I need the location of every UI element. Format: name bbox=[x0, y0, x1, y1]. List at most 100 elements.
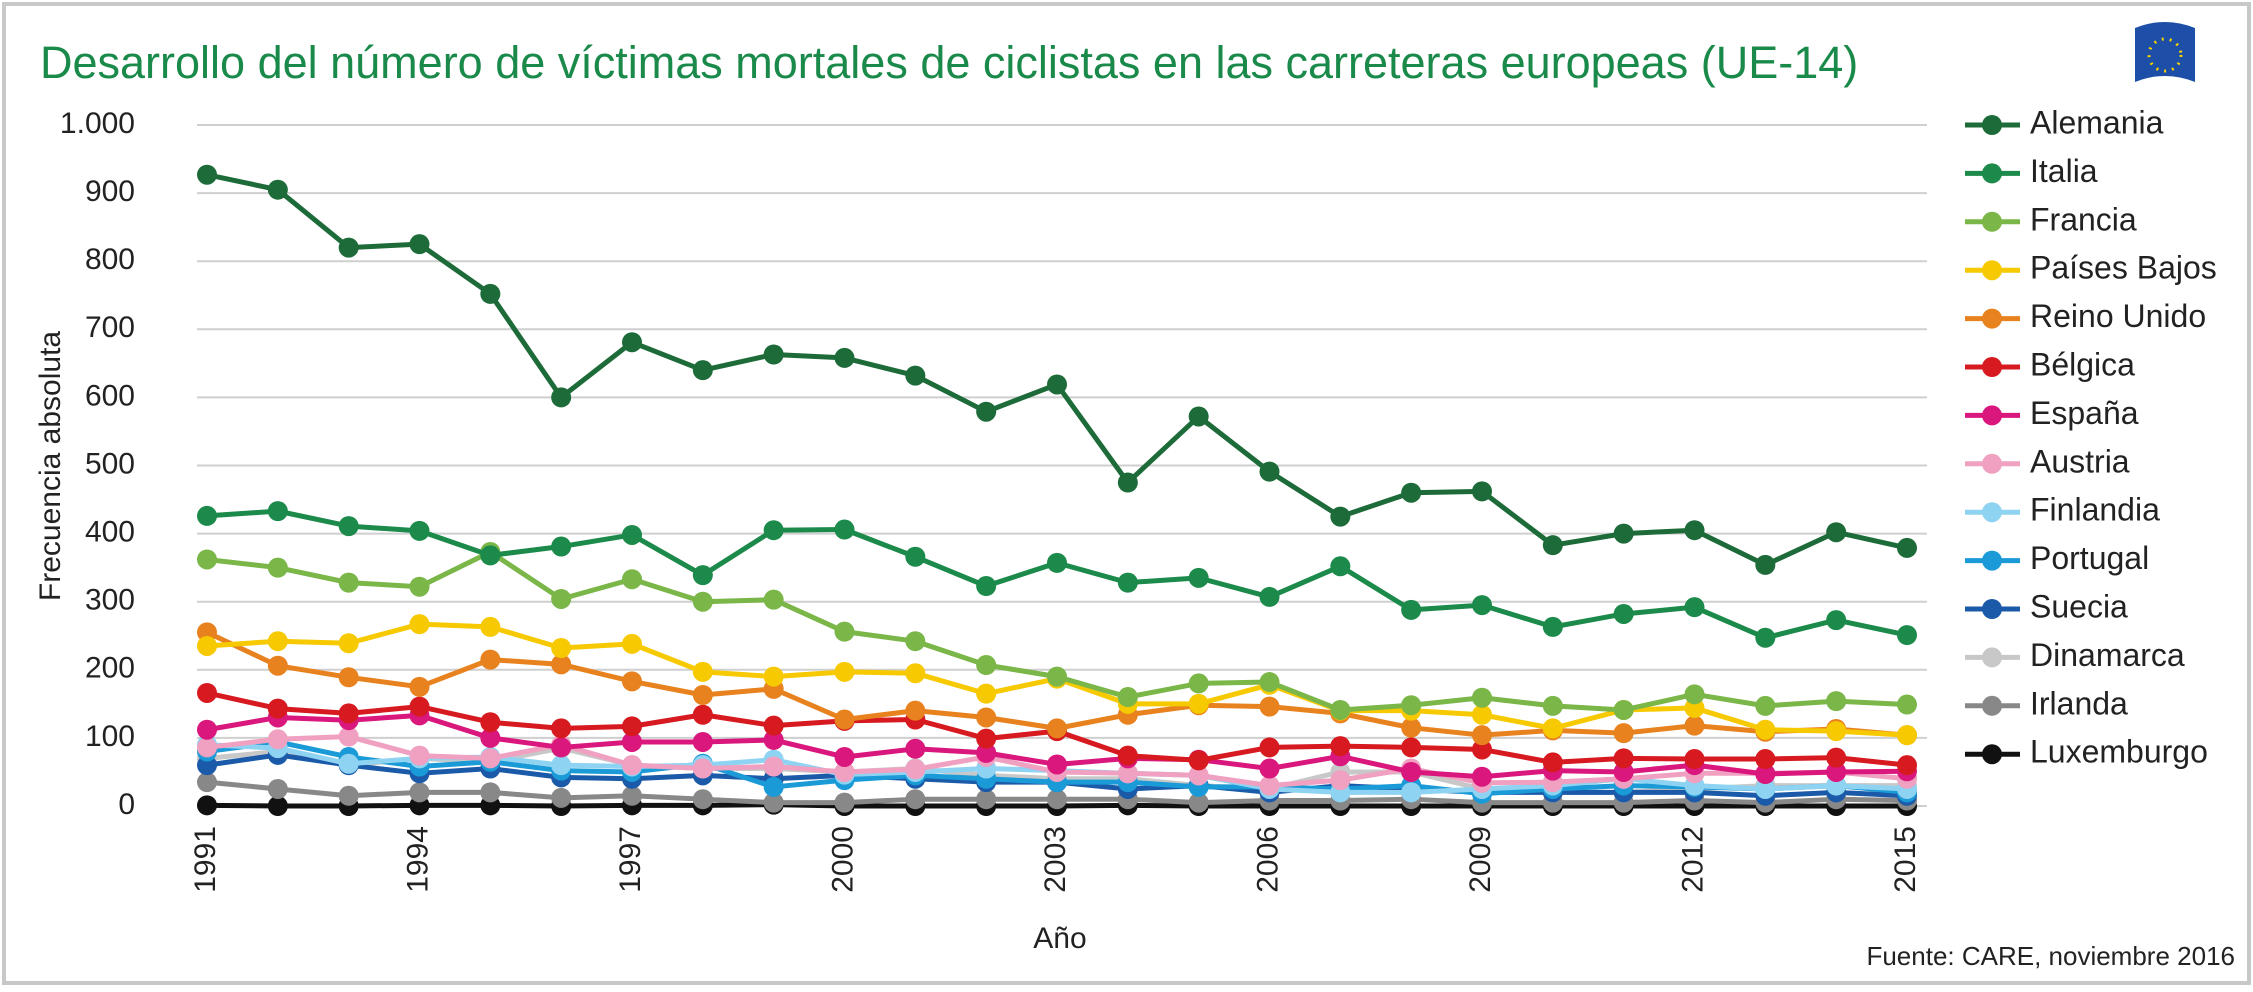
y-tick-label: 200 bbox=[85, 652, 135, 685]
data-point bbox=[1188, 750, 1209, 771]
x-tick-label: 2003 bbox=[1039, 826, 1072, 893]
data-point bbox=[1897, 755, 1917, 776]
data-point bbox=[1401, 599, 1422, 620]
data-point bbox=[1684, 715, 1705, 736]
data-point bbox=[1259, 696, 1280, 717]
y-tick-label: 0 bbox=[118, 788, 135, 821]
data-point bbox=[338, 703, 359, 724]
y-tick-label: 600 bbox=[85, 379, 135, 412]
legend-swatch bbox=[1982, 647, 2002, 668]
x-tick-label: 1991 bbox=[189, 826, 222, 893]
data-point bbox=[1472, 687, 1492, 708]
legend-swatch bbox=[1982, 695, 2002, 716]
data-point bbox=[267, 501, 288, 522]
data-point bbox=[1188, 673, 1209, 694]
data-point bbox=[551, 718, 572, 739]
data-point bbox=[1047, 666, 1067, 687]
data-point bbox=[409, 234, 430, 255]
data-point bbox=[692, 591, 713, 612]
data-point bbox=[480, 782, 501, 803]
data-point bbox=[976, 789, 997, 810]
data-point bbox=[1401, 737, 1422, 758]
data-point bbox=[338, 633, 359, 654]
data-point bbox=[1188, 765, 1209, 786]
data-point bbox=[763, 729, 784, 750]
x-tick-label: 1997 bbox=[614, 826, 647, 893]
data-point bbox=[1897, 537, 1917, 558]
data-point bbox=[1188, 693, 1209, 714]
data-point bbox=[1472, 595, 1492, 616]
data-point bbox=[1117, 472, 1138, 493]
data-point bbox=[197, 795, 217, 816]
data-point bbox=[197, 719, 217, 740]
data-point bbox=[338, 237, 359, 258]
data-point bbox=[763, 520, 784, 541]
data-point bbox=[692, 360, 713, 381]
data-point bbox=[1259, 737, 1280, 758]
data-point bbox=[1472, 481, 1492, 502]
data-point bbox=[1472, 725, 1492, 746]
legend-label: Finlandia bbox=[2030, 492, 2160, 528]
source: Fuente: CARE, noviembre 2016 bbox=[1866, 941, 2235, 971]
data-point bbox=[480, 649, 501, 670]
data-point bbox=[338, 516, 359, 537]
x-tick-label: 2015 bbox=[1889, 826, 1922, 893]
data-point bbox=[1755, 763, 1776, 784]
x-axis-label: Año bbox=[1033, 922, 1086, 955]
data-point bbox=[1188, 792, 1209, 813]
data-point bbox=[976, 707, 997, 728]
data-point bbox=[1542, 695, 1563, 716]
legend-swatch bbox=[1982, 211, 2002, 232]
data-point bbox=[905, 631, 926, 652]
data-point bbox=[1047, 718, 1067, 739]
data-point bbox=[763, 792, 784, 813]
legend-label: Portugal bbox=[2030, 540, 2149, 576]
y-tick-label: 900 bbox=[85, 175, 135, 208]
data-point bbox=[267, 729, 288, 750]
legend-label: Francia bbox=[2030, 201, 2137, 237]
data-point bbox=[763, 776, 784, 797]
data-point bbox=[1755, 719, 1776, 740]
data-point bbox=[692, 731, 713, 752]
data-point bbox=[1117, 745, 1138, 766]
data-point bbox=[1755, 554, 1776, 575]
data-point bbox=[622, 785, 642, 806]
data-point bbox=[267, 655, 288, 676]
data-point bbox=[480, 545, 501, 566]
data-point bbox=[1897, 725, 1917, 746]
series bbox=[197, 622, 1917, 746]
data-point bbox=[976, 683, 997, 704]
data-point bbox=[1826, 761, 1847, 782]
chart-title: Desarrollo del número de víctimas mortal… bbox=[40, 37, 1858, 88]
legend-label: Austria bbox=[2030, 443, 2130, 479]
data-point bbox=[338, 785, 359, 806]
data-point bbox=[905, 365, 926, 386]
data-point bbox=[551, 588, 572, 609]
data-point bbox=[1330, 736, 1351, 757]
data-point bbox=[338, 726, 359, 747]
data-point bbox=[409, 576, 430, 597]
data-point bbox=[409, 745, 430, 766]
eu-flag bbox=[2135, 22, 2195, 82]
data-point bbox=[197, 772, 217, 793]
data-point bbox=[692, 758, 713, 779]
data-point bbox=[834, 761, 855, 782]
data-point bbox=[1401, 761, 1422, 782]
data-point bbox=[1826, 522, 1847, 543]
data-point bbox=[622, 332, 642, 353]
legend-swatch bbox=[1982, 405, 2002, 426]
data-point bbox=[692, 789, 713, 810]
data-point bbox=[197, 164, 217, 185]
data-point bbox=[1330, 770, 1351, 791]
x-tick-label: 1994 bbox=[401, 826, 434, 893]
data-point bbox=[1755, 749, 1776, 770]
data-point bbox=[480, 712, 501, 733]
data-point bbox=[1684, 597, 1705, 618]
data-point bbox=[1684, 520, 1705, 541]
data-point bbox=[1330, 556, 1351, 577]
legend-swatch bbox=[1982, 115, 2002, 135]
data-point bbox=[1401, 782, 1422, 803]
data-point bbox=[551, 787, 572, 808]
data-point bbox=[763, 589, 784, 610]
